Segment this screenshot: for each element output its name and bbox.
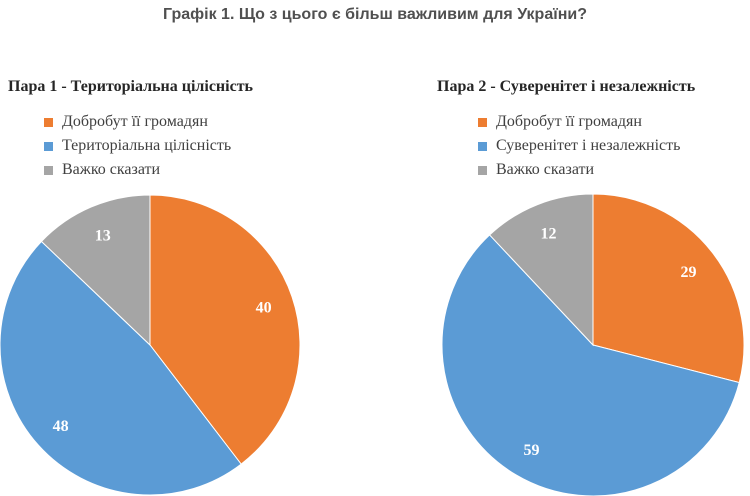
legend-swatch — [44, 117, 53, 127]
legend-label: Територіальна цілісність — [62, 137, 232, 154]
legend-item: Добробут її громадян — [44, 110, 231, 134]
data-label: 59 — [524, 442, 540, 459]
legend-swatch — [478, 165, 487, 175]
legend-swatch — [478, 141, 487, 151]
pie-slice — [592, 193, 745, 384]
legend-label: Добробут її громадян — [62, 113, 208, 130]
legend-item: Територіальна цілісність — [44, 134, 231, 158]
data-label: 29 — [680, 264, 696, 281]
legend-swatch — [44, 165, 53, 175]
chart-1-legend: Добробут її громадян Територіальна ціліс… — [44, 110, 231, 182]
main-title: Графік 1. Що з цього є більш важливим дл… — [163, 6, 587, 23]
legend-item: Важко сказати — [478, 158, 680, 182]
legend-swatch — [44, 141, 53, 151]
legend-label: Важко сказати — [62, 161, 161, 178]
chart-2-legend: Добробут її громадян Суверенітет і незал… — [478, 110, 680, 182]
data-label: 12 — [541, 226, 557, 243]
data-label: 40 — [256, 300, 272, 317]
legend-label: Суверенітет і незалежність — [496, 137, 681, 154]
pie-slice — [0, 240, 242, 496]
legend-item: Суверенітет і незалежність — [478, 134, 680, 158]
data-label: 48 — [53, 418, 69, 435]
legend-item: Добробут її громадян — [478, 110, 680, 134]
legend-item: Важко сказати — [44, 158, 231, 182]
data-label: 13 — [95, 228, 111, 245]
pie-slice — [441, 234, 740, 496]
pie-slice — [149, 194, 301, 465]
chart-1-pie: 40 48 13 — [0, 194, 301, 496]
legend-label: Важко сказати — [496, 161, 595, 178]
chart-1-title: Пара 1 - Територіальна цілісність — [8, 78, 254, 95]
pie-slice — [488, 193, 594, 347]
chart-2-pie: 29 59 12 — [441, 193, 745, 496]
legend-label: Добробут її громадян — [496, 113, 642, 130]
chart-2-title: Пара 2 - Суверенітет і незалежність — [437, 78, 696, 95]
legend-swatch — [478, 117, 487, 127]
pie-slice — [40, 194, 151, 347]
